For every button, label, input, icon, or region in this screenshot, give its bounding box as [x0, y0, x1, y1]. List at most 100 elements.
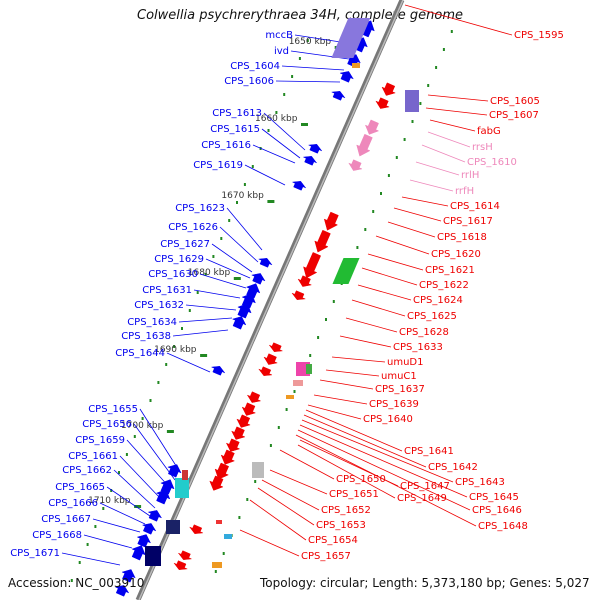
tick-right — [411, 120, 414, 123]
minus-strand-gene — [303, 252, 322, 279]
left-leader-line — [126, 439, 171, 489]
gene-label-left: CPS_1613 — [212, 108, 262, 119]
tick-right — [435, 66, 438, 69]
right-leader-line — [421, 144, 466, 163]
tick-right — [356, 246, 359, 249]
minus-strand-gene — [246, 391, 262, 403]
gene-block-orange — [352, 63, 360, 68]
tick-left — [188, 309, 191, 312]
tick-right — [325, 318, 327, 321]
rrna-gene — [364, 119, 380, 135]
minus-strand-gene — [263, 353, 279, 365]
right-leader-line — [357, 284, 412, 301]
right-leader-line — [299, 439, 399, 487]
gene-label-right: CPS_1639 — [369, 399, 419, 410]
gene-label-right: CPS_1625 — [407, 311, 457, 322]
right-leader-line — [305, 409, 403, 452]
minus-strand-gene — [314, 229, 331, 253]
gene-label-right: CPS_1643 — [455, 477, 505, 488]
gene-block-navy — [166, 520, 180, 534]
minus-strand-gene — [297, 275, 313, 287]
tick-right — [285, 408, 288, 411]
gene-label-right: rrfH — [455, 186, 474, 197]
gene-label-right: CPS_1621 — [425, 265, 475, 276]
right-leader-line — [367, 253, 424, 271]
left-leader-line — [252, 144, 296, 164]
tick-right — [269, 444, 272, 447]
left-leader-line — [99, 502, 146, 525]
tick-left — [133, 435, 136, 438]
tick-left — [70, 579, 73, 582]
gene-label-right: CPS_1642 — [428, 462, 478, 473]
tick-right — [387, 174, 390, 177]
gene-label-right: CPS_1618 — [437, 232, 487, 243]
right-leader-line — [307, 404, 362, 420]
gene-label-right: CPS_1637 — [375, 384, 425, 395]
plus-strand-gene — [231, 316, 247, 330]
gene-block-small — [182, 470, 188, 480]
plus-strand-gene — [155, 489, 171, 505]
right-leader-line — [351, 299, 406, 317]
right-leader-line — [339, 335, 392, 348]
left-leader-line — [281, 65, 345, 71]
right-leader-line — [429, 119, 476, 132]
tick-right — [380, 192, 382, 195]
minus-strand-gene — [375, 97, 390, 109]
tick-right — [403, 138, 406, 141]
minus-strand-gene — [178, 550, 193, 560]
tick-left — [306, 39, 309, 42]
rrna-gene — [348, 159, 363, 171]
tick-left — [275, 111, 278, 114]
tick-left — [94, 525, 97, 528]
gene-block-mccB — [331, 18, 371, 58]
gene-label-left: CPS_1631 — [142, 285, 192, 296]
gene-label-right: CPS_1641 — [404, 446, 454, 457]
right-leader-line — [415, 161, 460, 176]
gene-label-left: CPS_1619 — [193, 160, 243, 171]
gene-label-left: CPS_1638 — [121, 331, 171, 342]
gene-label-left: CPS_1659 — [75, 435, 125, 446]
gene-label-right: CPS_1605 — [490, 96, 540, 107]
kbp-marker — [233, 277, 241, 280]
kbp-label: 1660 kbp — [255, 114, 298, 124]
tick-right — [364, 228, 367, 231]
gene-block-small — [306, 364, 312, 374]
kbp-label: 1670 kbp — [221, 191, 264, 201]
gene-label-right: CPS_1657 — [301, 551, 351, 562]
gene-label-left: CPS_1632 — [134, 300, 184, 311]
left-leader-line — [185, 304, 237, 311]
gene-label-left: CPS_1656 — [82, 419, 132, 430]
plus-strand-gene — [339, 71, 354, 83]
right-leader-line — [313, 394, 368, 405]
right-leader-line — [331, 356, 386, 363]
gene-label-left: CPS_1668 — [32, 530, 82, 541]
right-leader-line — [361, 267, 418, 286]
accession-label: Accession: NC_003910 — [8, 576, 145, 590]
gene-label-right: fabG — [477, 126, 501, 137]
gene-block-small — [216, 520, 222, 524]
tick-left — [78, 561, 81, 564]
gene-label-right: CPS_1607 — [489, 110, 539, 121]
gene-label-right: CPS_1652 — [321, 505, 371, 516]
right-leader-line — [301, 419, 454, 483]
gene-label-left: CPS_1655 — [88, 404, 138, 415]
kbp-label: 1700 kbp — [121, 421, 164, 431]
right-leader-line — [257, 487, 315, 526]
gene-label-right: CPS_1647 — [400, 481, 450, 492]
gene-label-left: CPS_1666 — [48, 498, 98, 509]
kbp-marker — [301, 123, 308, 126]
tick-right — [395, 156, 398, 159]
plus-strand-gene — [303, 156, 317, 166]
rrna-gene — [356, 133, 373, 157]
minus-strand-gene — [209, 475, 224, 491]
right-leader-line — [425, 107, 488, 116]
gene-label-left: CPS_1630 — [148, 269, 198, 280]
minus-strand-gene — [220, 449, 236, 465]
left-leader-line — [166, 352, 211, 373]
right-leader-line — [409, 179, 454, 192]
left-leader-line — [106, 486, 151, 517]
genome-title: Colwellia psychrerythraea 34H, complete … — [137, 8, 463, 23]
right-leader-line — [239, 529, 300, 557]
gene-label-right: CPS_1620 — [431, 249, 481, 260]
